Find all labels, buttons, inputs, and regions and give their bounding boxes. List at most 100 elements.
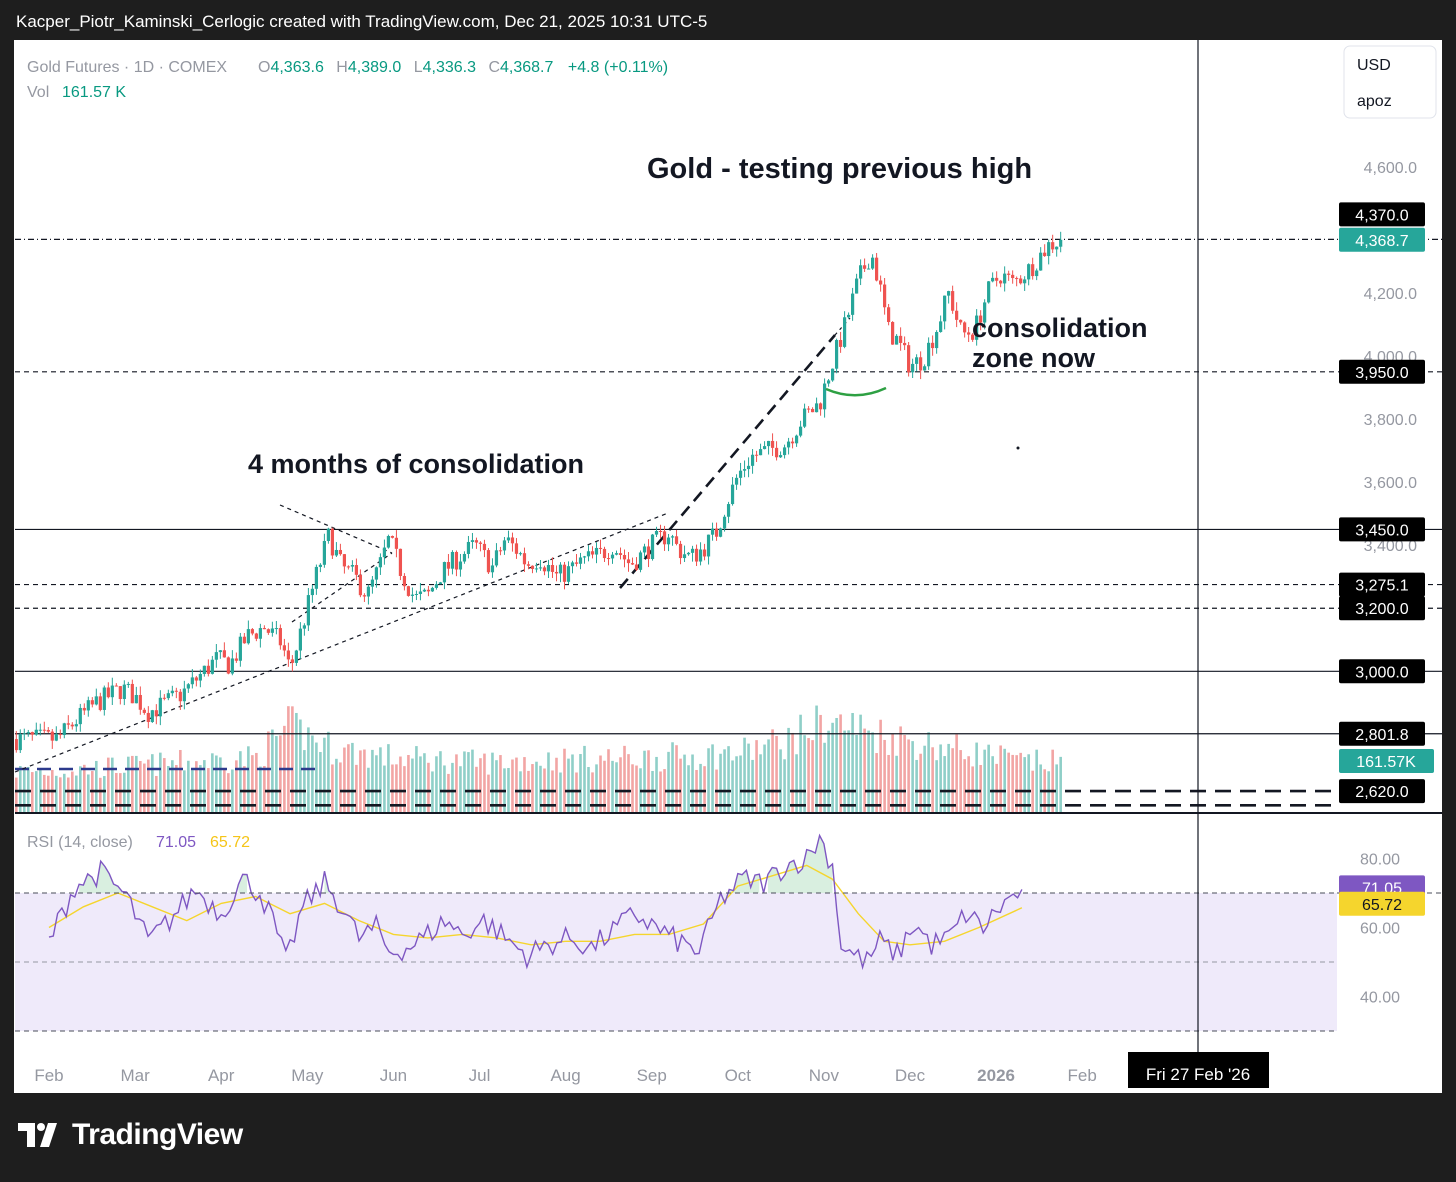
candle-body: [1019, 278, 1023, 284]
volume-bar: [863, 728, 866, 812]
volume-bar: [427, 762, 430, 812]
candle-body: [618, 553, 623, 555]
volume-bar: [991, 756, 994, 812]
crosshair-date-box: [1128, 1052, 1269, 1088]
volume-bar: [295, 712, 298, 812]
candle-body: [642, 546, 647, 553]
chart-title-annotation: Gold - testing previous high: [647, 153, 1032, 185]
candle-body: [983, 302, 987, 323]
candle-body: [234, 658, 238, 661]
volume-bar: [691, 754, 694, 812]
candle-body: [210, 659, 214, 674]
candle-body: [306, 595, 310, 626]
volume-bar: [127, 756, 130, 812]
volume-bar: [879, 719, 882, 812]
candle-body: [1039, 252, 1043, 271]
candle-body: [446, 562, 451, 569]
candle-body: [66, 723, 70, 725]
level-tag-box: [1339, 721, 1425, 746]
candle-body: [370, 579, 375, 587]
volume-bar: [403, 766, 406, 812]
candle-body: [726, 504, 731, 517]
candle-body: [822, 383, 827, 410]
candle-body: [238, 636, 242, 661]
candle-body: [322, 540, 326, 565]
rsi-line: [48, 833, 1023, 971]
scale-label[interactable]: apoz: [1357, 93, 1392, 110]
time-axis-label: Oct: [725, 1066, 752, 1085]
candle-body: [534, 568, 539, 570]
volume-bar: [75, 775, 78, 812]
candle-body: [354, 565, 359, 575]
candle-body: [867, 268, 871, 270]
candle-body: [622, 554, 627, 560]
candle-body: [162, 697, 166, 699]
candle-body: [522, 553, 527, 565]
volume-bar: [843, 730, 846, 812]
chart-caption: Kacper_Piotr_Kaminski_Cerlogic created w…: [16, 12, 708, 31]
candle-body: [802, 408, 807, 427]
volume-bar: [175, 765, 178, 812]
footer-logo[interactable]: TradingView: [18, 1118, 243, 1152]
volume-bar: [1055, 764, 1058, 812]
candle-body: [290, 659, 294, 663]
volume-bar: [779, 749, 782, 812]
candle-body: [766, 440, 771, 447]
currency-label[interactable]: USD: [1357, 57, 1391, 74]
candle-body: [78, 707, 82, 725]
volume-bar: [54, 775, 58, 812]
candle-body: [466, 541, 471, 554]
crosshair-date-label: Fri 27 Feb '26: [1146, 1065, 1250, 1084]
candle-body: [911, 363, 915, 373]
candle-body: [346, 566, 351, 568]
candle-body: [422, 589, 427, 592]
volume-bar: [983, 749, 986, 812]
candle-body: [1035, 270, 1039, 277]
volume-bar: [679, 758, 682, 812]
candle-body: [386, 536, 391, 548]
volume-bar: [875, 753, 878, 812]
volume-bar: [1019, 752, 1022, 812]
candle-body: [598, 547, 603, 549]
volume-bar: [811, 740, 814, 812]
volume-bar: [347, 744, 350, 812]
candle-body: [778, 455, 783, 458]
candle-body: [999, 280, 1003, 284]
candle-body: [526, 564, 531, 566]
candle-body: [514, 543, 519, 554]
volume-bar: [807, 738, 810, 812]
candle-body: [927, 342, 931, 367]
volume-bar: [531, 764, 534, 812]
level-tag: 3,950.0: [1355, 365, 1408, 382]
currency-box[interactable]: [1343, 45, 1437, 119]
candle-body: [294, 650, 298, 663]
volume-bar: [859, 714, 862, 812]
volume-bar: [363, 749, 366, 812]
time-axis-label: May: [291, 1066, 324, 1085]
price-axis-tick: 4,200.0: [1364, 286, 1417, 303]
volume-bar: [83, 764, 86, 812]
rsi-lines: [48, 833, 1023, 971]
volume-bar: [443, 765, 446, 812]
volume-bar: [1003, 748, 1006, 812]
volume-bar: [555, 757, 558, 812]
candle-body: [482, 543, 487, 551]
volume-bar: [211, 753, 214, 812]
candle-body: [102, 687, 106, 710]
volume-bar: [439, 751, 442, 812]
candle-body: [995, 277, 999, 281]
change-value: +4.8 (+0.11%): [568, 59, 668, 76]
time-axis-label: Jul: [469, 1066, 491, 1085]
volume-bar: [523, 757, 526, 812]
candle-body: [198, 673, 202, 681]
candle-body: [42, 729, 46, 731]
candle-body: [250, 629, 254, 634]
candle-body: [706, 534, 711, 557]
volume-bar: [251, 755, 254, 812]
volume-bar: [603, 760, 606, 812]
volume-bar: [227, 773, 230, 812]
candle-body: [150, 710, 154, 722]
support-curve: [825, 386, 887, 397]
volume-bar: [515, 757, 518, 812]
